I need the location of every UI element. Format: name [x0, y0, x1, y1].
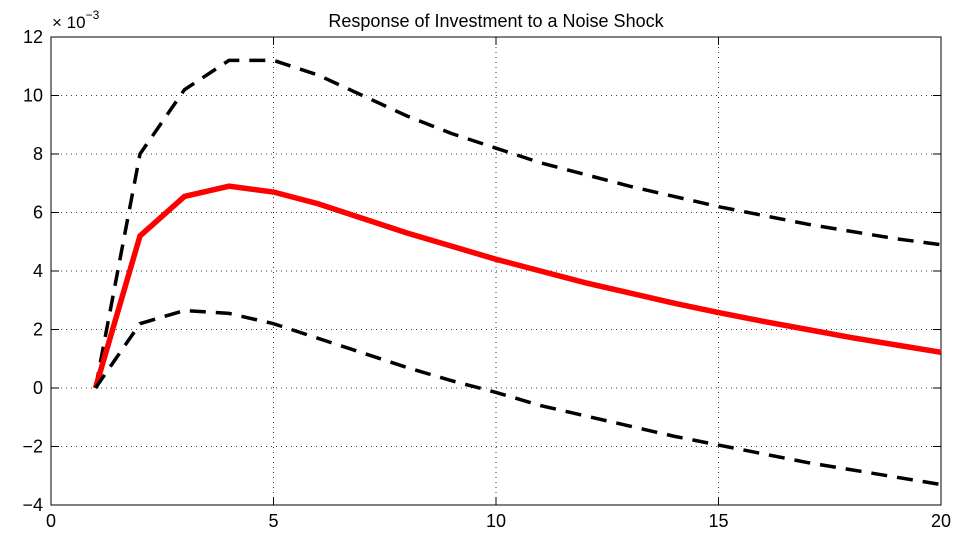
y-tick-label: −4 — [22, 495, 43, 515]
y-multiplier: × 10−3 — [52, 8, 100, 32]
y-tick-label: 10 — [23, 86, 43, 106]
line-series — [92, 183, 942, 389]
x-tick-label: 20 — [931, 511, 951, 531]
y-tick-label: 4 — [33, 261, 43, 281]
x-tick-label: 15 — [708, 511, 728, 531]
y-tick-label: 8 — [33, 144, 43, 164]
x-tick-label: 0 — [46, 511, 56, 531]
y-multiplier-exponent: −3 — [86, 8, 100, 22]
x-tick-label: 5 — [268, 511, 278, 531]
y-tick-label: −2 — [22, 437, 43, 457]
chart-title: Response of Investment to a Noise Shock — [328, 11, 664, 31]
y-tick-label: 2 — [33, 320, 43, 340]
y-multiplier-base: × 10 — [52, 13, 86, 32]
y-tick-label: 12 — [23, 27, 43, 47]
x-tick-label: 10 — [486, 511, 506, 531]
y-tick-label: 0 — [33, 378, 43, 398]
y-tick-label: 6 — [33, 203, 43, 223]
line-series — [93, 58, 942, 389]
line-series — [94, 308, 942, 487]
plot-frame — [50, 36, 942, 506]
